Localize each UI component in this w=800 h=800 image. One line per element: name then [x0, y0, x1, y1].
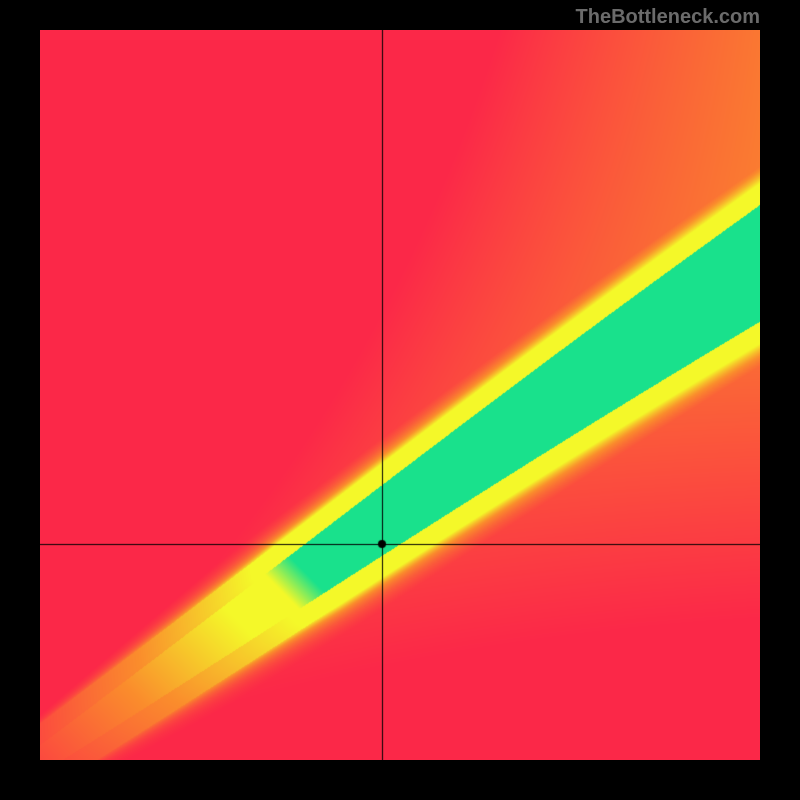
heatmap-plot [40, 30, 760, 760]
page-root: TheBottleneck.com [0, 0, 800, 800]
watermark-text: TheBottleneck.com [576, 6, 760, 29]
heatmap-canvas [40, 30, 760, 760]
